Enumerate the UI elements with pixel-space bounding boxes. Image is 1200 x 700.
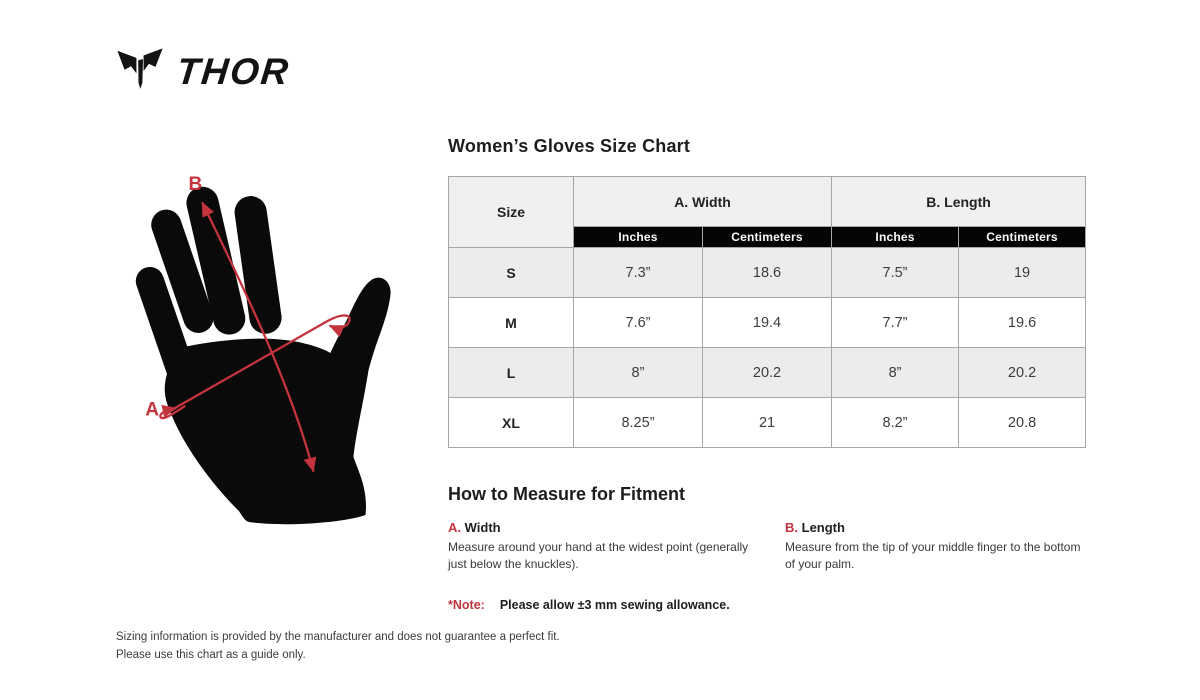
glove-measurement-diagram: B A [126, 163, 428, 525]
measure-item-length: B. Length Measure from the tip of your m… [785, 520, 1085, 573]
table-row-xl: XL 8.25” 21 8.2” 20.8 [448, 397, 1087, 448]
group-header-row: Size A. Width B. Length [448, 176, 1087, 248]
measure-label-width: A. Width [448, 520, 760, 535]
subheader-width-centimeters: Centimeters [701, 226, 833, 248]
value-cell: 20.2 [958, 347, 1087, 398]
page-title: Women’s Gloves Size Chart [448, 136, 691, 156]
hand-silhouette [135, 186, 391, 525]
measure-title-width: Width [464, 520, 501, 535]
measure-heading: How to Measure for Fitment [448, 484, 686, 504]
value-cell: 20.8 [958, 397, 1087, 448]
value-cell: 7.5” [831, 247, 960, 298]
brand-wordmark: THOR [174, 50, 292, 92]
value-cell: 21 [701, 397, 833, 448]
disclaimer-line-2: Please use this chart as a guide only. [116, 649, 306, 662]
measure-description-length: Measure from the tip of your middle fing… [785, 540, 1081, 572]
subheader-width-inches: Inches [573, 226, 703, 248]
length-arrow-b [201, 201, 317, 473]
value-cell: 8.25” [573, 397, 703, 448]
width-arrow-a-left-curl [159, 404, 186, 420]
note-prefix: *Note: [448, 598, 485, 612]
table-row-l: L 8” 20.2 8” 20.2 [448, 347, 1087, 398]
value-cell: 19.6 [958, 297, 1087, 348]
size-cell: L [448, 347, 574, 398]
width-arrow-a-right-curl [323, 314, 351, 338]
value-cell: 19.4 [701, 297, 833, 348]
glove-diagram-svg: B A [135, 174, 391, 525]
thor-logo-icon [117, 48, 163, 89]
value-cell: 19 [958, 247, 1087, 298]
size-cell: XL [448, 397, 574, 448]
measure-item-width: A. Width Measure around your hand at the… [448, 520, 760, 573]
sewing-note: *Note: Please allow ±3 mm sewing allowanc… [448, 598, 730, 612]
measure-label-length: B. Length [785, 520, 1085, 535]
value-cell: 8.2” [831, 397, 960, 448]
content-column: Women’s Gloves Size Chart Size A. Width … [448, 0, 1087, 700]
measure-section: How to Measure for Fitment A. Width Meas… [448, 484, 1085, 571]
units-header-row: Inches Centimeters Inches Centimeters [449, 226, 1087, 248]
value-cell: 7.6” [573, 297, 703, 348]
width-arrow-a [173, 321, 326, 410]
value-cell: 18.6 [701, 247, 833, 298]
value-cell: 7.7” [831, 297, 960, 348]
label-b: B [189, 174, 203, 195]
size-cell: S [448, 247, 574, 298]
label-a: A [145, 399, 159, 420]
note-text: Please allow ±3 mm sewing allowance. [499, 598, 730, 612]
disclaimer: Sizing information is provided by the ma… [116, 628, 560, 665]
column-header-length: B. Length [831, 176, 1087, 227]
subheader-length-inches: Inches [831, 226, 960, 248]
measure-prefix-a: A. [448, 520, 461, 535]
brand-header: THOR [116, 46, 296, 96]
value-cell: 8” [831, 347, 960, 398]
size-cell: M [448, 297, 574, 348]
column-header-size: Size [448, 176, 574, 248]
value-cell: 8” [573, 347, 703, 398]
size-chart-table: Size A. Width B. Length Inches Centimete… [448, 176, 1087, 448]
measure-title-length: Length [801, 520, 845, 535]
measure-prefix-b: B. [785, 520, 798, 535]
column-header-width: A. Width [572, 176, 833, 227]
measure-description-width: Measure around your hand at the widest p… [448, 540, 749, 572]
value-cell: 20.2 [701, 347, 833, 398]
value-cell: 7.3” [573, 247, 703, 298]
disclaimer-line-1: Sizing information is provided by the ma… [116, 631, 560, 643]
table-row-s: S 7.3” 18.6 7.5” 19 [448, 247, 1087, 298]
table-row-m: M 7.6” 19.4 7.7” 19.6 [448, 297, 1087, 348]
subheader-length-centimeters: Centimeters [958, 226, 1087, 248]
